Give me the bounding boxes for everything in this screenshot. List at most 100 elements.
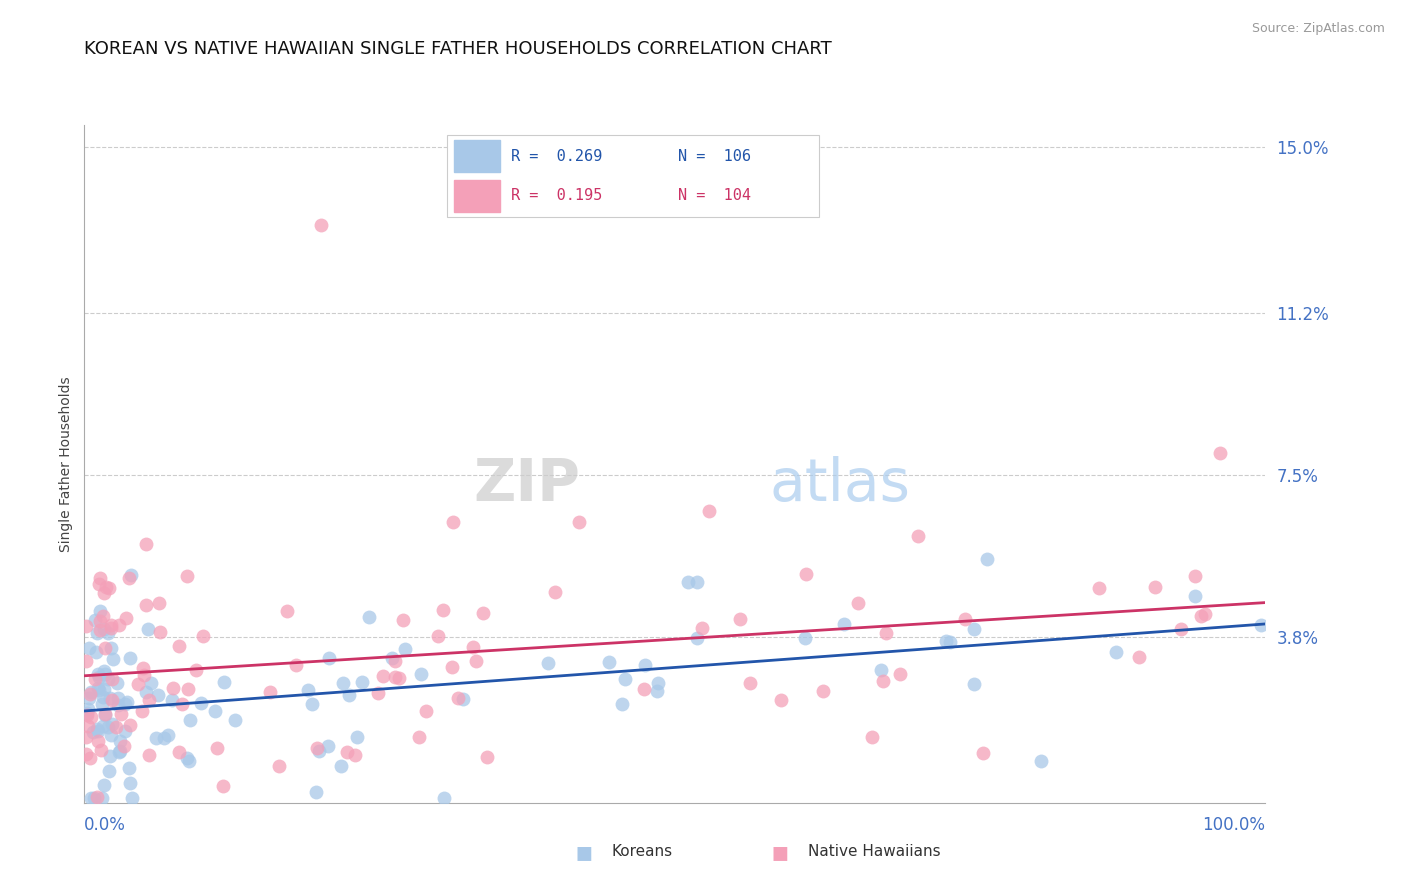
Point [212,779,235,793]
Point [177,681,200,696]
Point [204,704,226,718]
Point [1029,754,1052,768]
Point [427,629,450,643]
Point [316,739,339,754]
Point [384,654,406,668]
Point [86,789,108,804]
Point [101,651,124,665]
Point [118,776,141,790]
Point [136,623,159,637]
Point [690,621,713,635]
Point [432,602,454,616]
Point [477,750,499,764]
Point [89,624,111,638]
Point [381,650,404,665]
Point [963,677,986,691]
Point [465,654,488,668]
Point [108,734,131,748]
Point [308,744,330,758]
Text: ▪: ▪ [770,838,790,866]
Point [93,664,115,678]
Point [104,720,127,734]
Point [860,730,883,744]
Point [461,640,484,654]
Point [75,654,97,668]
Point [1208,445,1230,459]
Point [184,663,207,677]
Point [176,569,198,583]
Point [384,669,406,683]
Point [149,624,172,639]
Point [976,551,998,566]
Text: N =  104: N = 104 [678,188,751,203]
Point [94,640,117,655]
Point [177,754,200,768]
Point [98,581,121,595]
Point [346,730,368,744]
Point [86,681,108,695]
Point [415,704,437,718]
Point [634,658,657,673]
Point [76,701,98,715]
Point [89,604,111,618]
Point [98,691,121,706]
Point [179,713,201,727]
Point [87,734,110,748]
Point [1184,590,1206,604]
Point [647,675,669,690]
Point [1170,622,1192,636]
Point [645,684,668,698]
Point [394,641,416,656]
Text: 0.0%: 0.0% [84,816,127,834]
Point [108,745,131,759]
Point [89,683,111,698]
Point [94,707,117,722]
Point [613,673,636,687]
Point [127,677,149,691]
Point [889,667,911,681]
Point [93,622,115,636]
Point [141,675,163,690]
Point [318,650,340,665]
Point [1088,581,1111,595]
Text: Koreans: Koreans [612,845,672,859]
Point [408,731,430,745]
Point [80,710,103,724]
Point [1184,568,1206,582]
Point [740,676,762,690]
Point [433,791,456,805]
Point [332,675,354,690]
Point [190,697,212,711]
Point [872,673,894,688]
Point [89,571,111,585]
Point [148,596,170,610]
Point [97,673,120,687]
Point [115,695,138,709]
Point [392,614,415,628]
Point [453,691,475,706]
Point [834,616,856,631]
Text: ZIP: ZIP [474,456,581,513]
Point [1105,645,1128,659]
Text: ▪: ▪ [574,838,593,866]
Bar [454,140,501,172]
Point [84,645,107,659]
Point [120,718,142,732]
Point [105,676,128,690]
Point [83,791,105,805]
Point [297,683,319,698]
Point [350,675,373,690]
Text: Native Hawaiians: Native Hawaiians [808,845,941,859]
Point [75,619,97,633]
Point [110,706,132,721]
Point [875,626,897,640]
Point [301,698,323,712]
Text: atlas: atlas [769,456,910,513]
Point [1194,607,1216,622]
Point [91,609,114,624]
Point [101,693,124,707]
Point [367,686,389,700]
Point [284,658,307,673]
Point [686,631,709,645]
Point [145,731,167,745]
